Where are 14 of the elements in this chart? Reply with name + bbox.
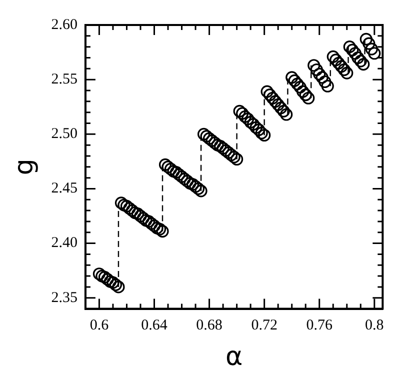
y-axis-title: g [9,158,40,176]
x-tick-label: 0.64 [141,318,168,334]
y-tick-label: 2.45 [51,180,78,197]
y-tick-label: 2.55 [51,72,78,88]
x-axis-title: α [225,342,243,372]
y-tick-label: 2.60 [51,16,78,33]
y-tick-label: 2.40 [51,235,78,252]
y-tick-label: 2.35 [51,290,78,306]
x-tick-label: 0.72 [251,318,278,334]
y-tick-label: 2.50 [51,126,78,142]
x-tick-label: 0.6 [90,318,110,334]
x-tick-label: 0.76 [306,318,333,334]
x-tick-label: 0.68 [196,318,222,334]
x-tick-label: 0.8 [365,318,384,334]
